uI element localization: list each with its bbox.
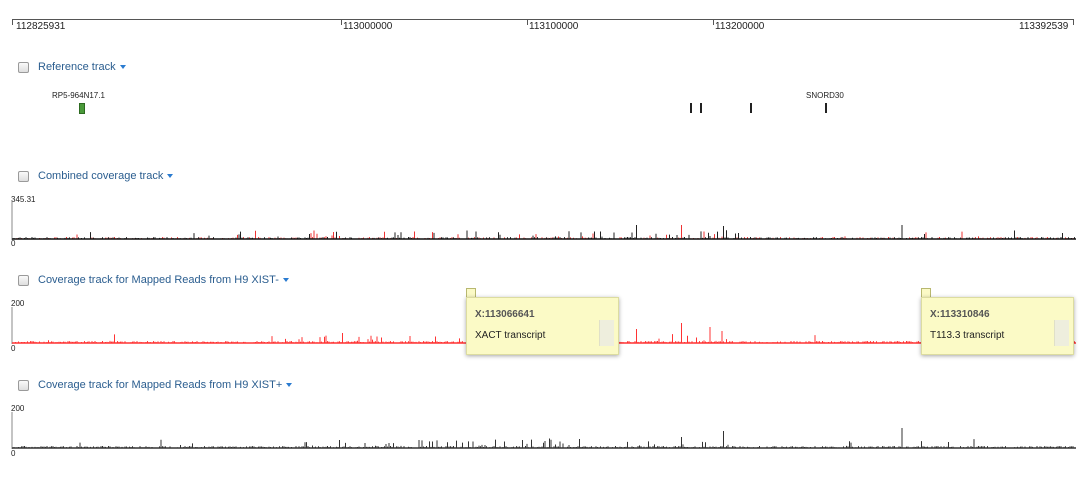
- xist-plus-track-header: Coverage track for Mapped Reads from H9 …: [18, 379, 293, 391]
- xist-plus-coverage-bars: [13, 428, 1074, 448]
- xist-minus-ymax-label: 200: [11, 299, 25, 308]
- tooltip-position: X:113066641: [475, 309, 535, 320]
- ruler-label-113100000: 113100000: [529, 21, 579, 32]
- xist-plus-coverage-svg: [11, 412, 1076, 449]
- combined-ymax-label: 345.31: [11, 195, 36, 204]
- xist-plus-coverage-plot: 200 0: [0, 402, 1092, 462]
- caret-down-icon[interactable]: [119, 65, 126, 69]
- gene-label-rp5: RP5-964N17.1: [52, 91, 105, 100]
- reference-track: RP5-964N17.1 SNORD30: [0, 82, 1092, 132]
- tooltip-scrollbar[interactable]: [1054, 320, 1069, 346]
- ruler-label-113000000: 113000000: [343, 21, 393, 32]
- xist-plus-ymax-label: 200: [11, 404, 25, 413]
- combined-coverage-bars: [13, 225, 1075, 239]
- xist-plus-track-checkbox[interactable]: [18, 379, 29, 391]
- xist-minus-track-checkbox[interactable]: [18, 274, 29, 286]
- gene-rp5[interactable]: [79, 103, 85, 114]
- ruler-tick: [12, 19, 13, 25]
- combined-track-header: Combined coverage track: [18, 170, 174, 182]
- xist-minus-ymin-label: 0: [11, 344, 16, 353]
- combined-ymin-label: 0: [11, 239, 16, 248]
- combined-track-title[interactable]: Combined coverage track: [38, 170, 164, 182]
- tooltip-t113: X:113310846 T113.3 transcript: [921, 297, 1074, 355]
- ruler-axis-line: [12, 19, 1074, 20]
- caret-down-icon[interactable]: [167, 174, 174, 178]
- gene-feature[interactable]: [750, 103, 752, 113]
- gene-feature[interactable]: [690, 103, 692, 113]
- reference-track-header: Reference track: [18, 61, 126, 73]
- tooltip-description: T113.3 transcript: [930, 330, 1005, 341]
- tooltip-scrollbar[interactable]: [599, 320, 614, 346]
- caret-down-icon[interactable]: [286, 383, 293, 387]
- gene-feature[interactable]: [700, 103, 702, 113]
- ruler-tick: [341, 19, 342, 25]
- xist-plus-ymin-label: 0: [11, 449, 16, 458]
- gene-label-snord30: SNORD30: [806, 91, 844, 100]
- xist-minus-track-title[interactable]: Coverage track for Mapped Reads from H9 …: [38, 274, 279, 286]
- ruler-label-end: 113392539: [1019, 21, 1069, 32]
- tooltip-description: XACT transcript: [475, 330, 546, 341]
- ruler-tick: [1073, 19, 1074, 25]
- ruler-label-113200000: 113200000: [715, 21, 765, 32]
- tooltip-xact: X:113066641 XACT transcript: [466, 297, 619, 355]
- ruler-tick: [713, 19, 714, 25]
- reference-track-checkbox[interactable]: [18, 61, 29, 73]
- genome-ruler: 112825931 113000000 113100000 113200000 …: [12, 0, 1074, 34]
- caret-down-icon[interactable]: [282, 278, 289, 282]
- ruler-label-start: 112825931: [16, 21, 66, 32]
- xist-minus-track-header: Coverage track for Mapped Reads from H9 …: [18, 274, 289, 286]
- reference-track-title[interactable]: Reference track: [38, 61, 116, 73]
- ruler-tick: [527, 19, 528, 25]
- combined-coverage-svg: [11, 200, 1076, 240]
- xist-plus-track-title[interactable]: Coverage track for Mapped Reads from H9 …: [38, 379, 283, 391]
- combined-track-checkbox[interactable]: [18, 170, 29, 182]
- tooltip-position: X:113310846: [930, 309, 990, 320]
- combined-coverage-plot: 345.31 0: [0, 192, 1092, 248]
- gene-snord30[interactable]: [825, 103, 827, 113]
